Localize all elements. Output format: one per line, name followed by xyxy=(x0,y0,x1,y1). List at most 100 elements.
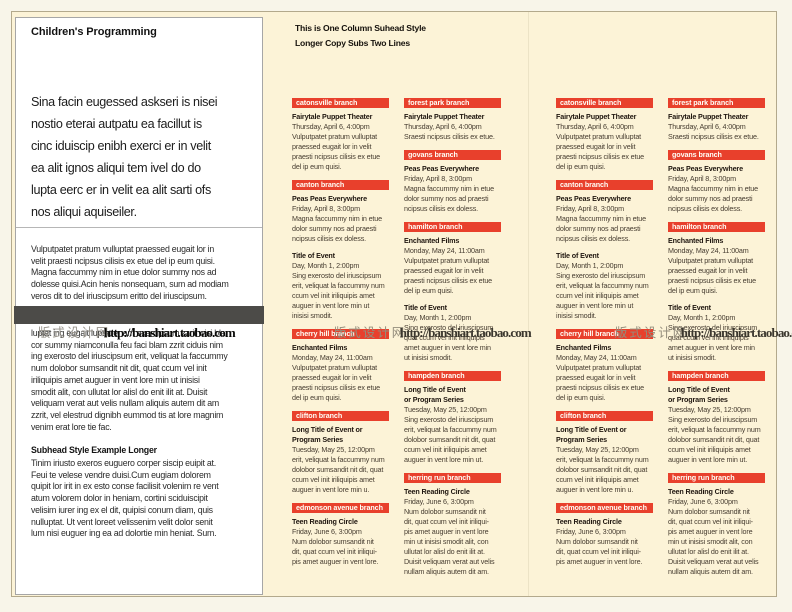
event-title: Fairytale Puppet Theater xyxy=(404,112,485,121)
branch-label: canton branch xyxy=(292,180,389,190)
event-body: Sing exerosto del iriuscipsum erit, veli… xyxy=(668,415,761,464)
event-body: Vulputpatet pratum vulluptat praessed eu… xyxy=(404,256,493,295)
branch-label: clifton branch xyxy=(292,411,389,421)
watermark-tile: 版式设计网http://banshiart.taobao.com xyxy=(316,306,532,340)
fold-line xyxy=(528,12,529,596)
event-listing: Peas Peas Everywhere Friday, April 8, 3:0… xyxy=(292,194,389,244)
branch-label: hamilton branch xyxy=(668,222,765,232)
event-body: erit, veliquat la faccummy num dolobor s… xyxy=(556,455,649,494)
watermark-url: http://banshiart.taobao.com xyxy=(399,325,532,340)
event-listing: Title of Event Day, Month 1, 2:00pm Sing e… xyxy=(404,303,501,363)
event-title: Peas Peas Everywhere xyxy=(668,164,743,173)
event-listing: Teen Reading Circle Friday, June 6, 3:00p… xyxy=(292,517,389,567)
watermark-tile: 版式设计网http://banshiart.taobao.com xyxy=(597,306,792,340)
watermark-site-name: 版式设计网 xyxy=(614,326,688,340)
event-listing: Title of Event Day, Month 1, 2:00pm Sing e… xyxy=(668,303,765,363)
event-title: Long Title of Event or Program Series xyxy=(404,385,466,404)
event-title: Title of Event xyxy=(292,251,335,260)
event-title: Peas Peas Everywhere xyxy=(404,164,479,173)
event-title: Peas Peas Everywhere xyxy=(556,194,631,203)
event-listing: Fairytale Puppet Theater Thursday, April … xyxy=(556,112,653,172)
event-body: Magna faccummy nim in etue dolor summy n… xyxy=(292,214,382,243)
event-datetime: Thursday, April 6, 4:00pm xyxy=(292,122,370,131)
subhead-2: Subhead Style Example Longer xyxy=(31,445,157,455)
event-title: Teen Reading Circle xyxy=(404,487,470,496)
listing-column: catonsville branch Fairytale Puppet Theat… xyxy=(556,98,653,567)
event-listing: Fairytale Puppet Theater Thursday, April … xyxy=(404,112,501,142)
event-datetime: Day, Month 1, 2:00pm xyxy=(292,261,360,270)
watermark-bar xyxy=(14,306,264,324)
event-datetime: Friday, June 6, 3:00pm xyxy=(292,527,362,536)
event-datetime: Monday, May 24, 11:00am xyxy=(668,246,749,255)
event-body: Num dolobor sumsandit nit dit, quat ccum… xyxy=(404,507,495,576)
watermark-site-name: 版式设计网 xyxy=(333,326,407,340)
event-body: Sraesti ncipsus cilisis ex etue. xyxy=(668,132,759,141)
event-datetime: Tuesday, May 25, 12:00pm xyxy=(292,445,375,454)
event-title: Fairytale Puppet Theater xyxy=(292,112,373,121)
event-listing: Long Title of Event or Program Series Tue… xyxy=(556,425,653,495)
event-listing: Title of Event Day, Month 1, 2:00pm Sing e… xyxy=(556,251,653,321)
right-page-header: This is One Column Suhead Style Longer C… xyxy=(295,23,426,49)
event-listing: Fairytale Puppet Theater Thursday, April … xyxy=(292,112,389,172)
event-datetime: Friday, June 6, 3:00pm xyxy=(668,497,738,506)
panel-title: Children's Programming xyxy=(31,26,157,38)
event-datetime: Friday, April 8, 3:00pm xyxy=(556,204,624,213)
event-datetime: Tuesday, May 25, 12:00pm xyxy=(556,445,639,454)
event-body: Vulputpatet pratum vulluptat praessed eu… xyxy=(556,363,645,402)
event-title: Enchanted Films xyxy=(292,343,348,352)
branch-label: canton branch xyxy=(556,180,653,190)
event-listing: Fairytale Puppet Theater Thursday, April … xyxy=(668,112,765,142)
event-title: Teen Reading Circle xyxy=(292,517,358,526)
event-datetime: Day, Month 1, 2:00pm xyxy=(556,261,624,270)
branch-label: forest park branch xyxy=(668,98,765,108)
branch-label: hampden branch xyxy=(668,371,765,381)
event-listing: Enchanted Films Monday, May 24, 11:00am Vu… xyxy=(556,343,653,403)
event-listing: Enchanted Films Monday, May 24, 11:00am Vu… xyxy=(404,236,501,296)
event-body: Sraesti ncipsus cilisis ex etue. xyxy=(404,132,495,141)
event-title: Title of Event xyxy=(668,303,711,312)
listing-column: forest park branch Fairytale Puppet Theat… xyxy=(404,98,501,577)
event-body: Sing exerosto del iriuscipsum erit, veli… xyxy=(556,271,649,320)
branch-label: edmonson avenue branch xyxy=(556,503,653,513)
event-body: Vulputpatet pratum vulluptat praessed eu… xyxy=(292,132,381,171)
event-listing: Peas Peas Everywhere Friday, April 8, 3:0… xyxy=(668,164,765,214)
event-title: Title of Event xyxy=(404,303,447,312)
intro-paragraph: Sina facin eugessed askseri is nisei nos… xyxy=(31,95,218,219)
event-body: Sing exerosto del iriuscipsum quat ccum … xyxy=(404,323,494,362)
spread-page: Children's Programming Sina facin eugess… xyxy=(11,11,777,597)
event-body: Vulputpatet pratum vulluptat praessed eu… xyxy=(556,132,645,171)
event-title: Title of Event xyxy=(556,251,599,260)
branch-label: clifton branch xyxy=(556,411,653,421)
event-title: Fairytale Puppet Theater xyxy=(668,112,749,121)
event-body: Magna faccummy nim in etue dolor summy n… xyxy=(668,184,758,213)
event-listing: Teen Reading Circle Friday, June 6, 3:00p… xyxy=(404,487,501,577)
branch-label: govans branch xyxy=(404,150,501,160)
event-title: Teen Reading Circle xyxy=(556,517,622,526)
event-title: Fairytale Puppet Theater xyxy=(556,112,637,121)
event-datetime: Friday, June 6, 3:00pm xyxy=(404,497,474,506)
watermark-strip: 版式设计网http://banshiart.taobao.com 版式设计网ht… xyxy=(0,306,792,340)
event-datetime: Monday, May 24, 11:00am xyxy=(292,353,373,362)
event-datetime: Monday, May 24, 11:00am xyxy=(404,246,485,255)
event-body: Num dolobor sumsandit nit dit, quat ccum… xyxy=(292,537,379,566)
event-title: Teen Reading Circle xyxy=(668,487,734,496)
event-datetime: Friday, April 8, 3:00pm xyxy=(404,174,472,183)
watermark-site-name: 版式设计网 xyxy=(37,326,111,340)
event-listing: Teen Reading Circle Friday, June 6, 3:00p… xyxy=(668,487,765,577)
event-title: Long Title of Event or Program Series xyxy=(556,425,627,444)
event-title: Enchanted Films xyxy=(404,236,460,245)
event-listing: Long Title of Event or Program Series Tue… xyxy=(404,385,501,465)
event-datetime: Thursday, April 6, 4:00pm xyxy=(404,122,482,131)
event-body: erit, veliquat la faccummy num dolobor s… xyxy=(292,455,385,494)
event-datetime: Friday, April 8, 3:00pm xyxy=(292,204,360,213)
event-listing: Teen Reading Circle Friday, June 6, 3:00p… xyxy=(556,517,653,567)
event-listing: Long Title of Event or Program Series Tue… xyxy=(668,385,765,465)
event-listing: Enchanted Films Monday, May 24, 11:00am Vu… xyxy=(292,343,389,403)
watermark-url: http://banshiart.taobao.com xyxy=(680,325,792,340)
branch-label: herring run branch xyxy=(404,473,501,483)
branch-label: edmonson avenue branch xyxy=(292,503,389,513)
body-paragraph-1: Vulputpatet pratum vulluptat praessed eu… xyxy=(31,244,229,301)
branch-label: herring run branch xyxy=(668,473,765,483)
event-title: Long Title of Event or Program Series xyxy=(292,425,363,444)
event-body: Sing exerosto del iriuscipsum quat ccum … xyxy=(668,323,758,362)
